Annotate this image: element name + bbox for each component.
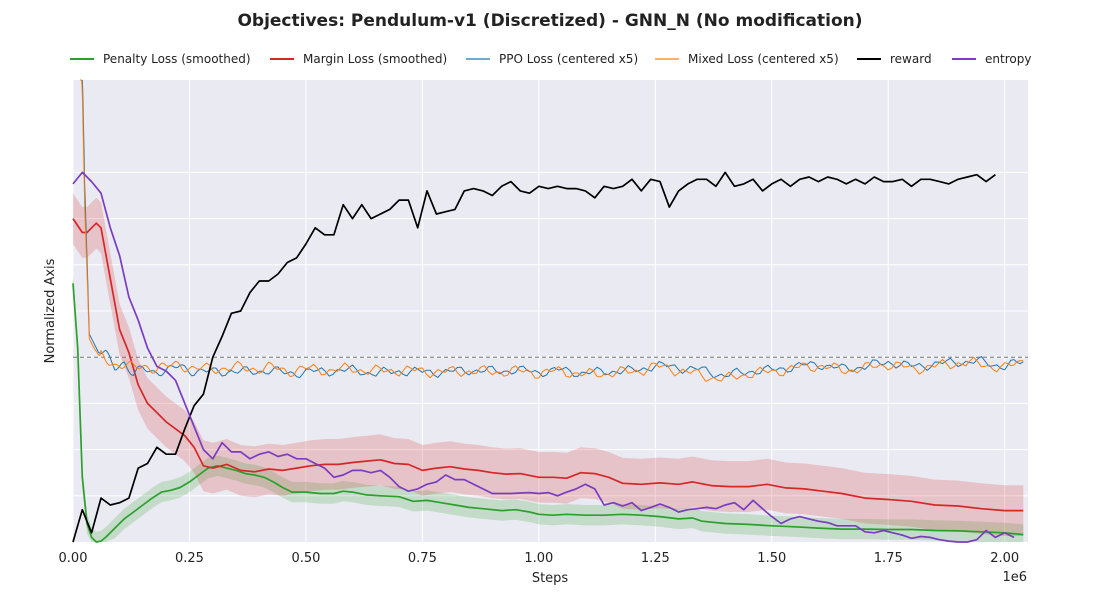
x-tick-label: 1.50 bbox=[757, 551, 786, 566]
series-line-penalty-loss-smoothed bbox=[72, 283, 1024, 543]
legend-label-ppo-loss-centered-x5: PPO Loss (centered x5) bbox=[499, 52, 638, 66]
series-line-ppo-loss-centered-x5 bbox=[81, 79, 1024, 379]
series-line-margin-loss-smoothed bbox=[72, 218, 1024, 512]
x-tick-label: 1.00 bbox=[524, 551, 553, 566]
series-lines bbox=[72, 79, 1024, 543]
x-tick-label: 0.25 bbox=[175, 551, 204, 566]
series-line-reward bbox=[72, 171, 996, 543]
x-tick-label: 0.50 bbox=[291, 551, 320, 566]
legend-label-penalty-loss-smoothed: Penalty Loss (smoothed) bbox=[103, 52, 251, 66]
legend-label-margin-loss-smoothed: Margin Loss (smoothed) bbox=[303, 52, 447, 66]
legend-label-entropy: entropy bbox=[985, 52, 1031, 66]
chart-title: Objectives: Pendulum-v1 (Discretized) - … bbox=[237, 11, 862, 31]
x-axis-label: Steps bbox=[532, 571, 569, 586]
legend-label-reward: reward bbox=[890, 52, 932, 66]
x-tick-label: 0.75 bbox=[408, 551, 437, 566]
x-tick-label: 2.00 bbox=[990, 551, 1019, 566]
band-margin-loss-smoothed bbox=[73, 193, 1024, 536]
x-tick-label: 1.25 bbox=[641, 551, 670, 566]
legend-label-mixed-loss-centered-x5: Mixed Loss (centered x5) bbox=[688, 52, 839, 66]
x-tick-labels: 0.00 0.25 0.50 0.75 1.00 1.25 1.50 1.75 2.00 bbox=[59, 551, 1020, 566]
x-tick-label: 0.00 bbox=[59, 551, 88, 566]
y-axis-label: Normalized Axis bbox=[43, 258, 58, 363]
legend: Penalty Loss (smoothed) Margin Loss (smoo… bbox=[70, 52, 1031, 66]
x-tick-label: 1.75 bbox=[874, 551, 903, 566]
grid bbox=[72, 80, 1028, 542]
series-line-entropy bbox=[72, 171, 1015, 543]
series-line-mixed-loss-centered-x5 bbox=[79, 79, 1024, 382]
x-offset-label: 1e6 bbox=[1002, 570, 1027, 585]
confidence-bands bbox=[73, 193, 1024, 542]
